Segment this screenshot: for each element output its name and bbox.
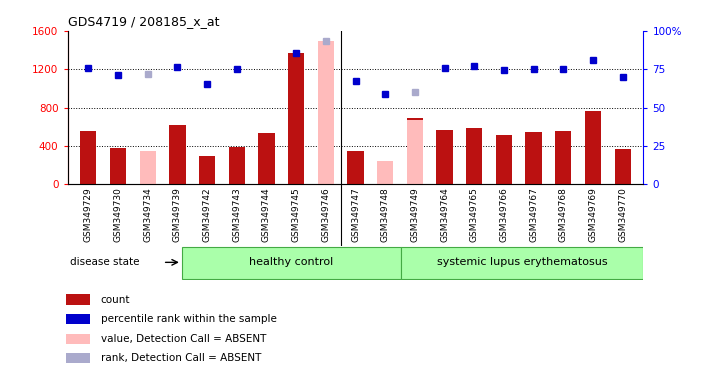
Text: GSM349770: GSM349770 <box>618 187 627 242</box>
Text: GSM349739: GSM349739 <box>173 187 182 242</box>
Text: systemic lupus erythematosus: systemic lupus erythematosus <box>437 257 607 267</box>
Text: GSM349743: GSM349743 <box>232 187 241 242</box>
Bar <box>66 334 90 344</box>
Bar <box>258 134 274 184</box>
Bar <box>437 130 453 184</box>
Text: GSM349742: GSM349742 <box>203 187 212 242</box>
Bar <box>614 149 631 184</box>
Text: GSM349769: GSM349769 <box>589 187 597 242</box>
Text: GSM349748: GSM349748 <box>380 187 390 242</box>
Text: GSM349749: GSM349749 <box>410 187 419 242</box>
Bar <box>66 295 90 305</box>
Bar <box>555 131 572 184</box>
Bar <box>525 132 542 184</box>
Bar <box>66 353 90 363</box>
Text: GSM349747: GSM349747 <box>351 187 360 242</box>
Bar <box>288 53 304 184</box>
Text: GSM349764: GSM349764 <box>440 187 449 242</box>
Bar <box>229 147 245 184</box>
Bar <box>199 157 215 184</box>
Bar <box>496 136 512 184</box>
Bar <box>348 151 363 184</box>
Text: healthy control: healthy control <box>249 257 333 267</box>
Bar <box>139 151 156 184</box>
FancyBboxPatch shape <box>182 248 401 279</box>
Bar <box>407 118 423 184</box>
Text: GSM349765: GSM349765 <box>470 187 479 242</box>
Text: GSM349729: GSM349729 <box>84 187 93 242</box>
Bar <box>377 161 393 184</box>
Bar <box>80 131 97 184</box>
Text: GSM349730: GSM349730 <box>114 187 122 242</box>
FancyBboxPatch shape <box>401 248 643 279</box>
Bar <box>585 111 602 184</box>
Text: GSM349768: GSM349768 <box>559 187 568 242</box>
Text: GDS4719 / 208185_x_at: GDS4719 / 208185_x_at <box>68 15 219 28</box>
Text: disease state: disease state <box>70 257 139 267</box>
Text: count: count <box>101 295 130 305</box>
Text: rank, Detection Call = ABSENT: rank, Detection Call = ABSENT <box>101 353 261 363</box>
Text: GSM349734: GSM349734 <box>143 187 152 242</box>
Bar <box>407 120 423 184</box>
Text: GSM349746: GSM349746 <box>321 187 331 242</box>
Bar <box>66 314 90 324</box>
Text: GSM349766: GSM349766 <box>499 187 508 242</box>
Bar <box>109 148 126 184</box>
Bar <box>318 41 334 184</box>
Text: GSM349767: GSM349767 <box>529 187 538 242</box>
Text: GSM349745: GSM349745 <box>292 187 301 242</box>
Text: value, Detection Call = ABSENT: value, Detection Call = ABSENT <box>101 334 266 344</box>
Bar <box>169 125 186 184</box>
Text: percentile rank within the sample: percentile rank within the sample <box>101 314 277 324</box>
Text: GSM349744: GSM349744 <box>262 187 271 242</box>
Bar <box>466 127 482 184</box>
